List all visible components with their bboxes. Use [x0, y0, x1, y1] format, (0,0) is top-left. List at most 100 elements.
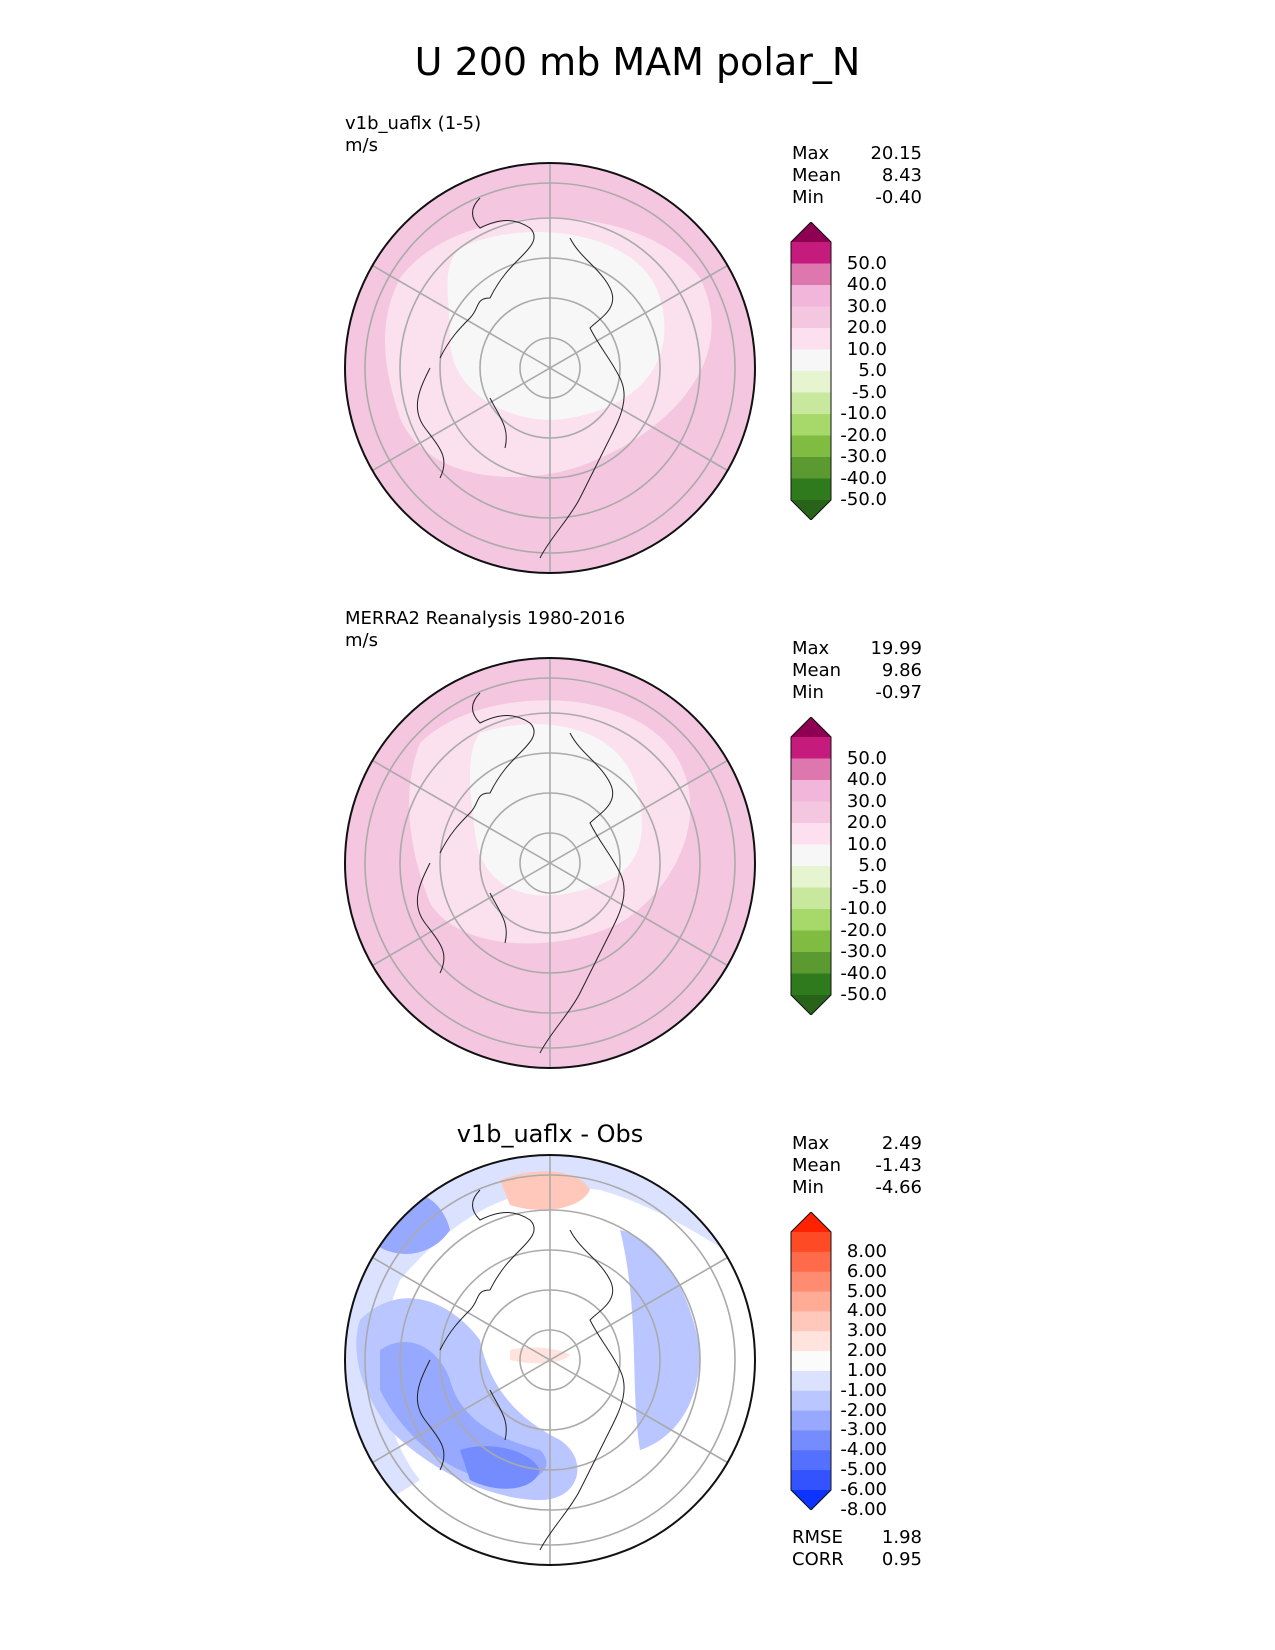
map-fill-neutral: [447, 232, 665, 420]
colorbar-tick-label: 50.0: [846, 252, 887, 274]
colorbar-swatch: [791, 801, 831, 824]
colorbar-tick-label: 40.0: [846, 769, 887, 790]
colorbar-swatch: [791, 349, 831, 372]
panel-3-colorbar-labels: 8.00 6.00 5.00 4.00 3.00 2.00 1.00 -1.00 -2.00 -3…: [835, 1212, 887, 1518]
colorbar-tick-label: -5.0: [851, 876, 887, 898]
stat-value: 8.43: [881, 165, 922, 186]
stat-row: Mean -1.43: [792, 1155, 922, 1177]
stat-value: -0.97: [875, 682, 922, 703]
panel-1-polar-map: [344, 162, 756, 574]
colorbar-swatch: [791, 328, 831, 350]
stat-label: Max: [792, 638, 830, 659]
colorbar-swatch: [791, 242, 831, 264]
stat-label: Mean: [792, 165, 842, 186]
colorbar-swatch: [791, 1271, 831, 1293]
stat-row: Min -0.97: [792, 682, 922, 704]
stat-label: Min: [792, 187, 824, 208]
stat-value: 0.95: [881, 1549, 922, 1570]
stat-value: 19.99: [870, 638, 922, 659]
colorbar-tick-label: -6.00: [840, 1479, 887, 1500]
stat-row: Max 2.49: [792, 1133, 922, 1155]
colorbar-tick-label: 10.0: [846, 833, 887, 855]
colorbar-tick-label: -30.0: [840, 446, 887, 467]
colorbar-tick-label: -40.0: [840, 467, 887, 489]
colorbar-tick-label: -1.00: [840, 1379, 887, 1401]
colorbar-outline: [790, 717, 832, 1015]
stat-row: Mean 9.86: [792, 660, 922, 682]
colorbar-tick-label: 5.0: [858, 855, 887, 876]
stat-row: CORR 0.95: [792, 1549, 922, 1571]
stat-row: Mean 8.43: [792, 165, 922, 187]
colorbar-swatch: [791, 1311, 831, 1332]
stat-label: RMSE: [792, 1527, 843, 1548]
coastlines: [416, 1189, 625, 1551]
colorbar-outline: [790, 1212, 832, 1510]
colorbar-tick-label: -8.00: [840, 1498, 887, 1520]
panel-2-polar-map: [344, 657, 756, 1069]
panel-2-title-line-1: MERRA2 Reanalysis 1980-2016: [345, 608, 626, 629]
panel-2-title: MERRA2 Reanalysis 1980-2016 m/s: [345, 608, 625, 652]
colorbar-swatch: [791, 823, 831, 845]
stat-row: Min -4.66: [792, 1177, 922, 1199]
colorbar-swatch: [791, 737, 831, 759]
colorbar-tick-label: 6.00: [846, 1260, 887, 1282]
colorbar-swatch: [791, 435, 831, 458]
colorbar-swatch: [791, 1232, 831, 1253]
colorbar-swatch: [791, 1430, 831, 1451]
panel-3-colorbar: [790, 1212, 832, 1510]
colorbar-tick-label: -50.0: [840, 489, 887, 510]
panel-1-colorbar: [790, 222, 832, 520]
stat-label: CORR: [792, 1549, 844, 1570]
colorbar-tick-label: 8.00: [846, 1240, 887, 1262]
colorbar-swatch: [791, 1291, 831, 1312]
colorbar-swatch: [791, 371, 831, 393]
colorbar-tick-label: 20.0: [846, 812, 887, 833]
colorbar-swatch: [791, 844, 831, 867]
colorbar-tick-label: -20.0: [840, 424, 887, 446]
colorbar-swatch: [791, 1351, 831, 1372]
stat-value: 9.86: [881, 660, 922, 681]
map-boundary: [344, 657, 756, 1069]
panel-1-units: m/s: [345, 135, 378, 156]
colorbar-swatch: [791, 1251, 831, 1273]
colorbar-tick-label: 50.0: [846, 747, 887, 769]
colorbar-swatch: [791, 973, 831, 996]
stat-row: Min -0.40: [792, 187, 922, 209]
colorbar-swatch: [791, 457, 831, 479]
colorbar-tick-label: 30.0: [846, 790, 887, 812]
colorbar-swatch: [791, 263, 831, 286]
colorbar-tick-label: 5.0: [858, 360, 887, 381]
colorbar-tick-label: -10.0: [840, 898, 887, 919]
panel-3-polar-map: [344, 1154, 756, 1566]
panel-3-error-stats: RMSE 1.98 CORR 0.95: [792, 1527, 922, 1571]
figure-title: U 200 mb MAM polar_N: [414, 40, 861, 84]
stat-row: Max 19.99: [792, 638, 922, 660]
colorbar-tick-label: -3.00: [840, 1419, 887, 1441]
panel-3-title: v1b_uaflx - Obs: [456, 1120, 644, 1148]
colorbar-swatch: [791, 1450, 831, 1471]
colorbar-swatch: [791, 887, 831, 910]
colorbar-swatch: [791, 285, 831, 307]
colorbar-tick-label: 3.00: [846, 1320, 887, 1342]
colorbar-swatch: [791, 1331, 831, 1352]
colorbar-tick-label: 1.00: [846, 1359, 887, 1381]
map-fill-2-3: [500, 1171, 590, 1210]
colorbar-swatch: [791, 1370, 831, 1392]
colorbar-swatch: [791, 1470, 831, 1491]
colorbar-tick-label: 30.0: [846, 295, 887, 317]
colorbar-tick-label: 10.0: [846, 338, 887, 360]
colorbar-swatch: [791, 500, 831, 520]
colorbar-swatch: [791, 478, 831, 501]
colorbar-swatch: [791, 758, 831, 781]
colorbar-outline: [790, 222, 832, 520]
stat-value: 2.49: [881, 1133, 922, 1154]
panel-2-stats: Max 19.99 Mean 9.86 Min -0.97: [792, 638, 922, 704]
colorbar-tick-label: -40.0: [840, 962, 887, 984]
stat-label: Max: [792, 1133, 830, 1154]
stat-label: Max: [792, 143, 830, 164]
stat-label: Min: [792, 682, 824, 703]
colorbar-swatch: [791, 1490, 831, 1510]
stat-value: -4.66: [875, 1177, 922, 1198]
map-boundary: [344, 162, 756, 574]
colorbar-swatch: [791, 866, 831, 888]
